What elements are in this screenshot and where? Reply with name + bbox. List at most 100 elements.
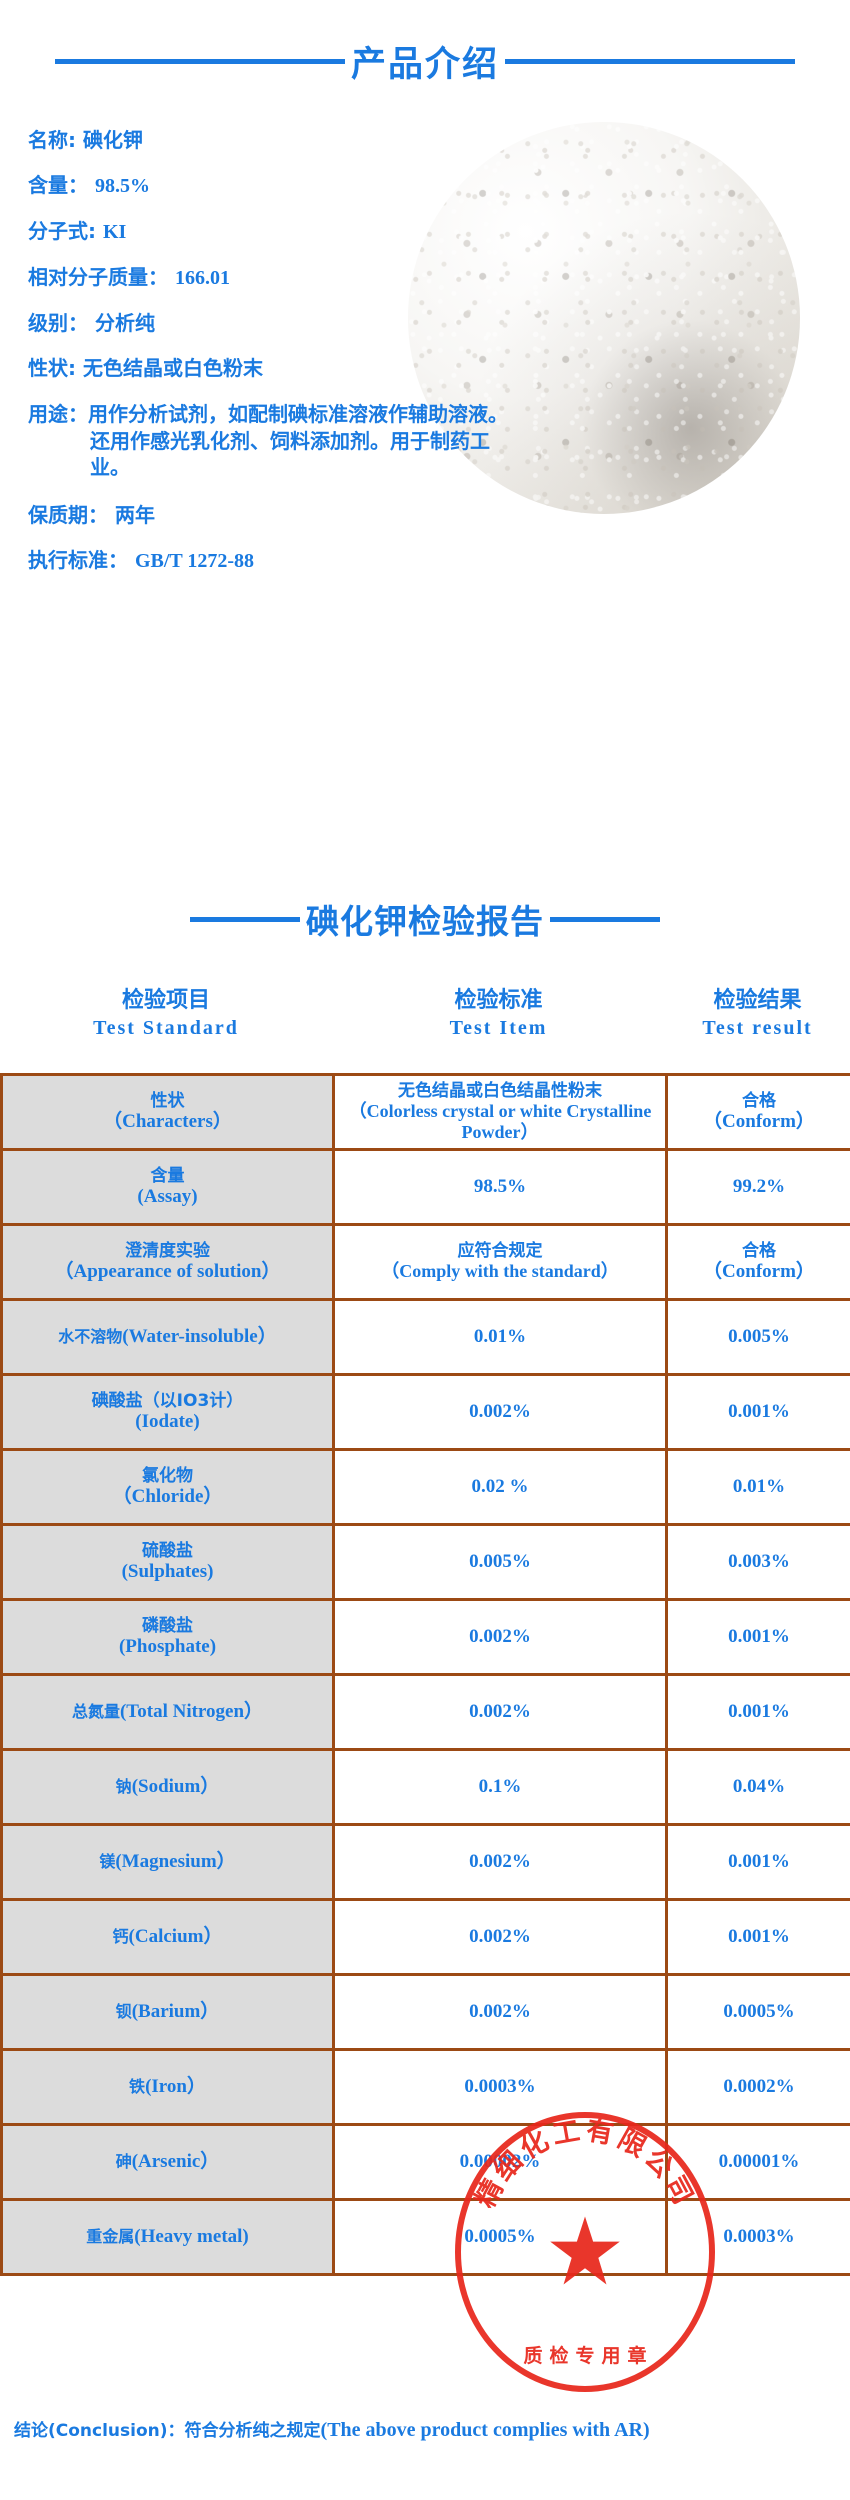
test-item-cn: 性状 — [150, 1090, 185, 1111]
test-result-value: 0.001% — [728, 1701, 790, 1723]
column-header-test-item-cn: 检验项目 — [121, 988, 210, 1013]
cell-test-item: 碘酸盐（以IO3计） (Iodate) — [0, 1373, 335, 1451]
cell-test-result: 合格 （Conform） — [665, 1073, 850, 1151]
spec-standard-value: GB/T 1272-88 — [134, 549, 255, 572]
test-result-cn: 合格 — [742, 1240, 776, 1261]
spec-usage-text-1: 用作分析试剂，如配制碘标准溶液作辅助溶液。 — [88, 402, 508, 426]
test-result-en: （Conform） — [703, 1110, 815, 1132]
spec-characters: 性状: 无色结晶或白色粉末 — [28, 356, 588, 381]
cell-test-standard: 98.5% — [332, 1148, 668, 1226]
cell-test-standard: 0.02 % — [332, 1448, 668, 1526]
column-header-test-result: 检验结果 Test result — [665, 982, 850, 1040]
column-header-test-result-en: Test result — [702, 1017, 813, 1039]
test-result-value: 0.04% — [732, 1776, 786, 1798]
test-item-en: (Magnesium） — [115, 1851, 236, 1873]
test-item-en: (Iron） — [145, 2076, 206, 2098]
cell-test-result: 合格 （Conform） — [665, 1223, 850, 1301]
cell-test-item: 砷(Arsenic） — [0, 2123, 335, 2201]
cell-test-result: 0.001% — [665, 1898, 850, 1976]
cell-test-result: 0.0002% — [665, 2048, 850, 2126]
test-item-en: (Water-insoluble） — [122, 1326, 277, 1348]
cell-test-item: 氯化物 （Chloride） — [0, 1448, 335, 1526]
test-standard-value: 98.5% — [473, 1176, 527, 1198]
test-item-inline: 钠(Sodium） — [6, 1776, 329, 1797]
test-standard-value: 0.0003% — [464, 2076, 536, 2098]
cell-test-standard: 应符合规定 （Comply with the standard） — [332, 1223, 668, 1301]
test-item-inline: 钡(Barium） — [6, 2001, 329, 2022]
spec-molecular-weight: 相对分子质量： 166.01 — [28, 265, 588, 291]
test-item-inline: 镁(Magnesium） — [6, 1851, 329, 1872]
test-result-cn: 合格 — [742, 1090, 776, 1111]
test-standard-value: 0.01% — [473, 1326, 527, 1348]
cell-test-item: 磷酸盐 (Phosphate) — [0, 1598, 335, 1676]
spec-molecular-weight-value: 166.01 — [174, 267, 230, 289]
test-standard-cn: 应符合规定 — [457, 1241, 543, 1262]
cell-test-result: 0.0003% — [665, 2198, 850, 2276]
test-result-value: 0.001% — [728, 1401, 790, 1423]
table-column-headers: 检验项目 Test Standard 检验标准 Test Item 检验结果 T… — [0, 982, 850, 1040]
test-standard-value: 0.1% — [478, 1776, 522, 1798]
test-result-value: 0.001% — [728, 1926, 790, 1948]
test-item-en: （Appearance of solution） — [54, 1260, 281, 1282]
spec-shelf-life-value: 两年 — [114, 502, 155, 527]
test-standard-value: 0.002% — [469, 1626, 531, 1648]
spec-formula-value: KI — [102, 221, 127, 243]
report-rule-right — [550, 916, 660, 922]
test-item-cn: 硫酸盐 — [142, 1540, 193, 1561]
cell-test-standard: 0.002% — [332, 1898, 668, 1976]
cell-test-result: 0.005% — [665, 1298, 850, 1376]
spec-assay: 含量： 98.5% — [28, 173, 588, 199]
column-header-test-result-cn: 检验结果 — [713, 988, 802, 1013]
stamp-bottom-text: 质检专用章 — [523, 2345, 654, 2367]
spec-assay-label: 含量： — [28, 173, 88, 197]
test-item-cn: 氯化物 — [142, 1465, 193, 1486]
inspection-report-table: 性状 （Characters） 无色结晶或白色结晶性粉末 （Colorless cry… — [0, 1073, 850, 2276]
cell-test-standard: 0.002% — [332, 1973, 668, 2051]
cell-test-result: 0.01% — [665, 1448, 850, 1526]
product-photo — [408, 122, 800, 514]
test-result-value: 0.0005% — [723, 2001, 795, 2023]
test-item-inline: 钙(Calcium） — [6, 1926, 329, 1947]
test-standard-value: 0.002% — [469, 1926, 531, 1948]
spec-usage: 用途：用作分析试剂，如配制碘标准溶液作辅助溶液。 还用作感光乳化剂、饲料添加剂。… — [28, 401, 533, 481]
table-row: 性状 （Characters） 无色结晶或白色结晶性粉末 （Colorless cry… — [0, 1073, 850, 1151]
inspection-report-body: 性状 （Characters） 无色结晶或白色结晶性粉末 （Colorless cry… — [0, 1073, 850, 2276]
spec-standard: 执行标准： GB/T 1272-88 — [28, 548, 588, 574]
cell-test-item: 含量 (Assay) — [0, 1148, 335, 1226]
cell-test-item: 澄清度实验 （Appearance of solution） — [0, 1223, 335, 1301]
product-spec-list: 名称: 碘化钾 含量： 98.5% 分子式: KI 相对分子质量： 166.01… — [28, 128, 588, 594]
spec-standard-label: 执行标准： — [28, 547, 128, 572]
cell-test-item: 钙(Calcium） — [0, 1898, 335, 1976]
spec-grade-label: 级别： — [28, 311, 88, 335]
test-item-cn: 总氮量 — [71, 1702, 120, 1722]
test-item-en: （Chloride） — [112, 1485, 223, 1507]
column-header-test-standard: 检验标准 Test Item — [332, 982, 665, 1040]
test-item-en: （Characters） — [103, 1110, 232, 1132]
test-standard-value: 0.0005% — [464, 2226, 536, 2248]
table-row: 氯化物 （Chloride） 0.02 % 0.01% — [0, 1448, 850, 1526]
test-standard-en: （Colorless crystal or white Crystalline … — [348, 1101, 652, 1142]
spec-usage-label: 用途： — [28, 402, 88, 426]
table-row: 钠(Sodium） 0.1% 0.04% — [0, 1748, 850, 1826]
cell-test-result: 0.001% — [665, 1598, 850, 1676]
report-title: 碘化钾检验报告 — [306, 902, 544, 941]
table-row: 碘酸盐（以IO3计） (Iodate) 0.002% 0.001% — [0, 1373, 850, 1451]
cell-test-item: 总氮量(Total Nitrogen） — [0, 1673, 335, 1751]
test-item-cn: 钡 — [115, 2002, 132, 2022]
test-result-value: 0.003% — [728, 1551, 790, 1573]
test-item-inline: 水不溶物(Water-insoluble） — [6, 1326, 329, 1347]
cell-test-result: 0.003% — [665, 1523, 850, 1601]
test-item-inline: 总氮量(Total Nitrogen） — [6, 1701, 329, 1722]
cell-test-item: 镁(Magnesium） — [0, 1823, 335, 1901]
cell-test-result: 0.0005% — [665, 1973, 850, 2051]
table-row: 水不溶物(Water-insoluble） 0.01% 0.005% — [0, 1298, 850, 1376]
spec-formula-label: 分子式: — [28, 219, 96, 243]
test-item-inline: 重金属(Heavy metal) — [6, 2226, 329, 2247]
test-item-cn: 铁 — [129, 2077, 146, 2097]
product-photo-texture — [408, 122, 800, 514]
cell-test-result: 0.00001% — [665, 2123, 850, 2201]
spec-grade-value: 分析纯 — [94, 311, 155, 335]
test-result-value: 0.01% — [732, 1476, 786, 1498]
conclusion-en: (The above product complies with AR) — [320, 2419, 650, 2441]
cell-test-item: 重金属(Heavy metal) — [0, 2198, 335, 2276]
